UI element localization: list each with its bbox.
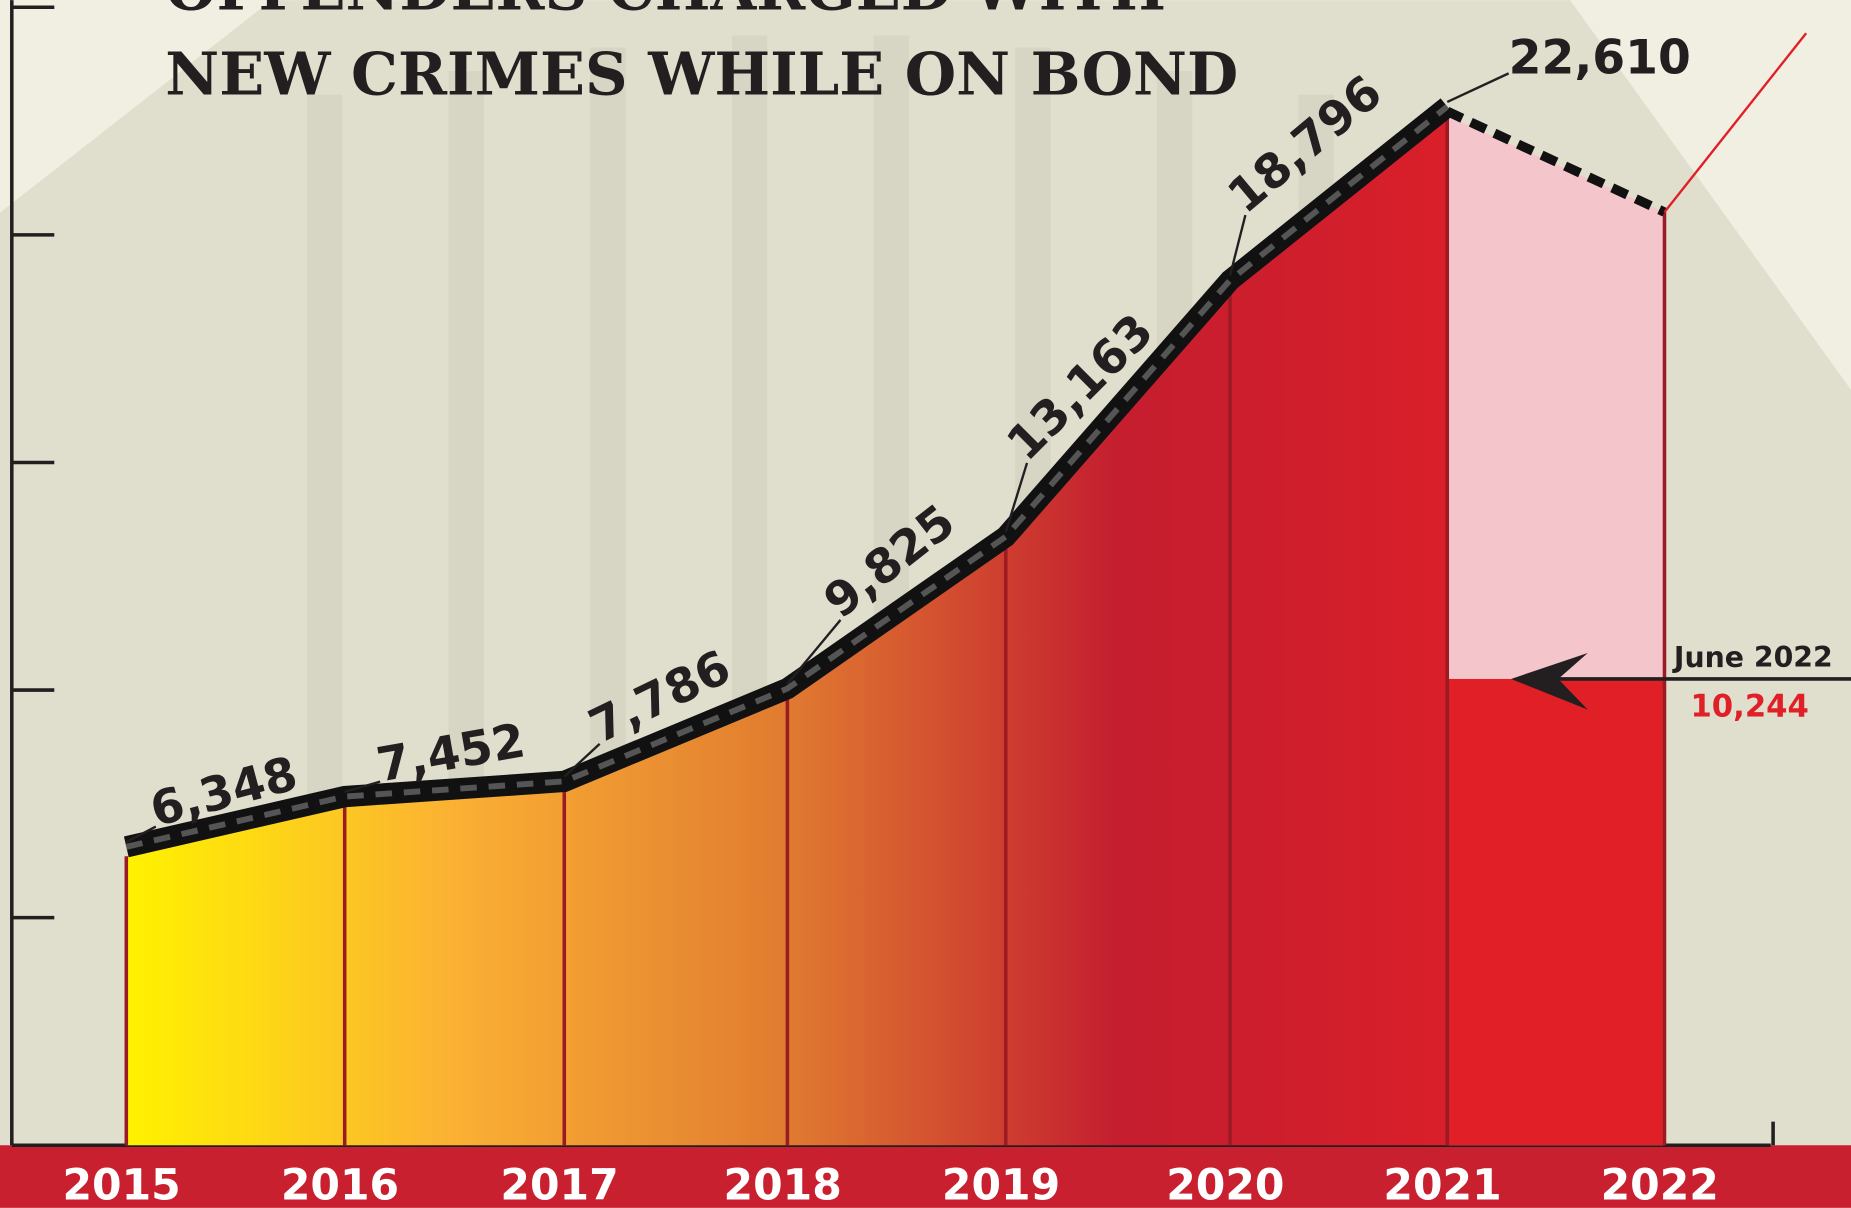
leader bbox=[125, 825, 157, 844]
x-tick-label: 2021 bbox=[1383, 1162, 1501, 1208]
x-tick-label: 2018 bbox=[724, 1162, 842, 1208]
projection-leader bbox=[1663, 32, 1808, 213]
leader bbox=[1004, 462, 1029, 533]
arrow-head bbox=[1511, 652, 1588, 710]
value-label: 22,610 bbox=[1509, 30, 1691, 85]
annotation-label: June 2022 bbox=[1672, 641, 1833, 674]
annotation-value: 10,244 bbox=[1690, 690, 1808, 725]
leader bbox=[344, 780, 381, 794]
x-tick-label: 2022 bbox=[1601, 1162, 1719, 1208]
x-tick-label: 2016 bbox=[281, 1162, 399, 1208]
projection-line bbox=[1445, 107, 1667, 217]
x-tick-label: 2015 bbox=[62, 1162, 180, 1208]
chart-title: OFFENDERS CHARGED WITH bbox=[165, 0, 1166, 24]
chart-subtitle: NEW CRIMES WHILE ON BOND bbox=[165, 40, 1238, 109]
x-tick-label: 2020 bbox=[1166, 1162, 1284, 1208]
x-tick-label: 2017 bbox=[500, 1162, 618, 1208]
x-tick-label: 2019 bbox=[942, 1162, 1060, 1208]
june-bar bbox=[1447, 678, 1665, 1146]
leader bbox=[786, 619, 842, 685]
trend-dash bbox=[125, 104, 1450, 850]
axis-band bbox=[0, 1145, 1851, 1208]
leader bbox=[563, 743, 601, 778]
area bbox=[126, 116, 1448, 1146]
leader bbox=[1446, 72, 1510, 103]
leader bbox=[1228, 214, 1247, 276]
